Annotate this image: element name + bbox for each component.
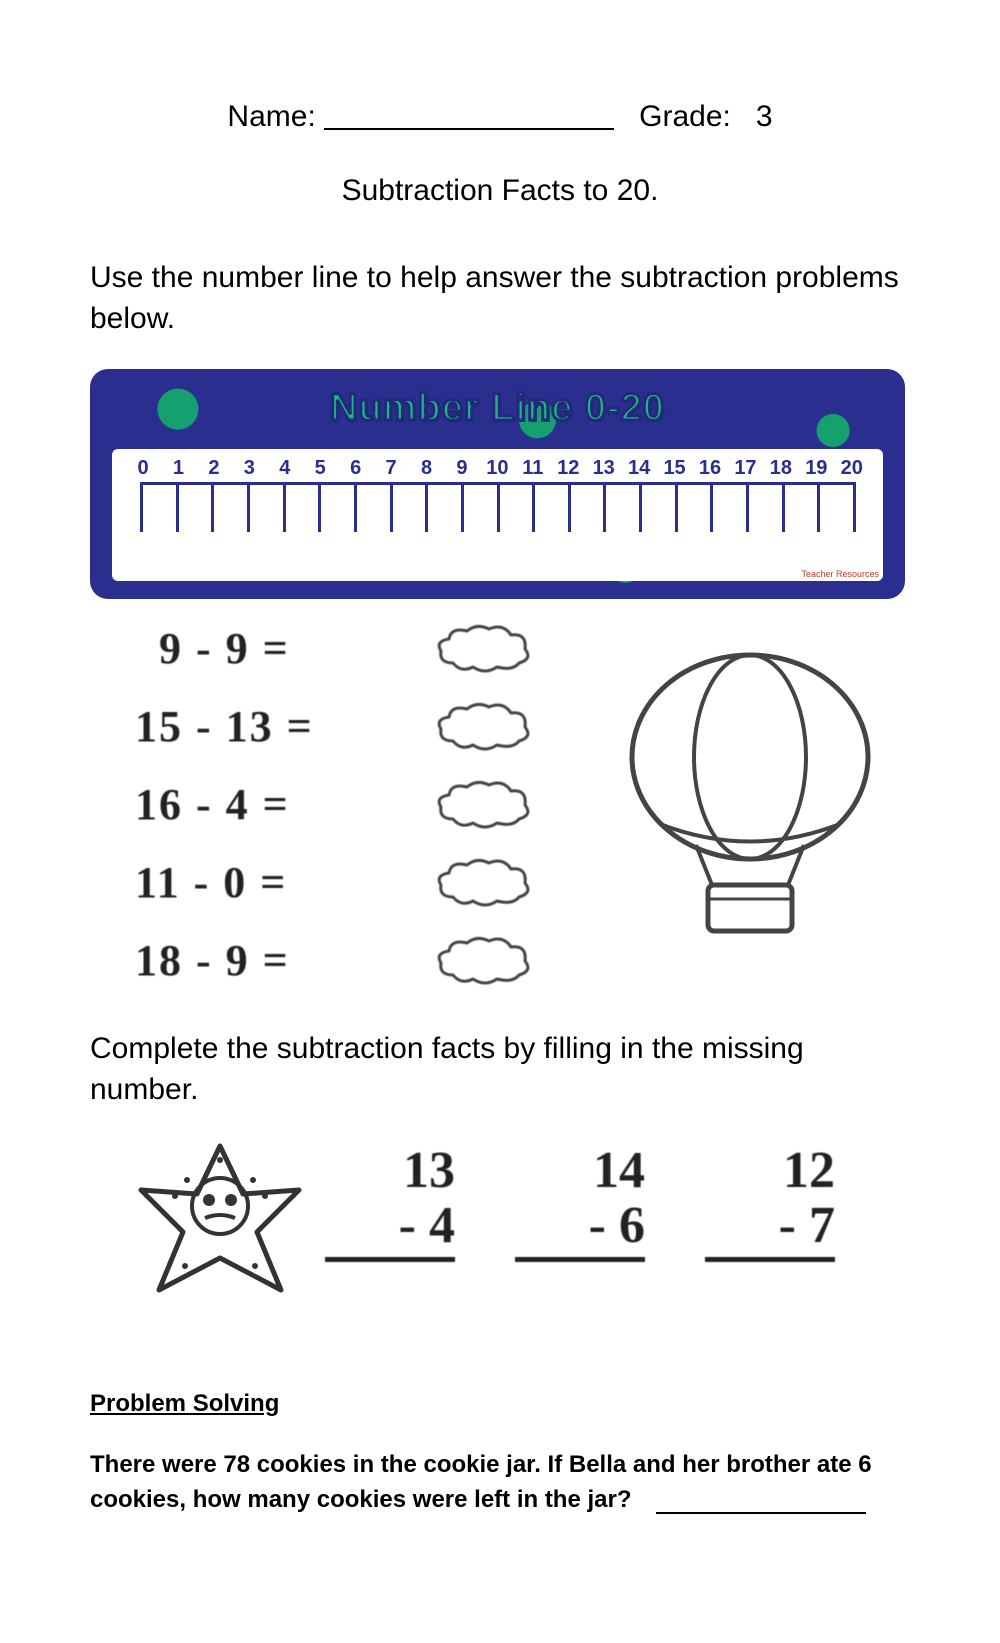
answer-cloud-icon[interactable] bbox=[433, 623, 533, 673]
equation-text: 11 - 0 = bbox=[135, 857, 425, 908]
starfish-icon bbox=[135, 1140, 305, 1300]
number-line-tick bbox=[639, 482, 642, 532]
number-line-tick bbox=[176, 482, 179, 532]
number-line-tick bbox=[140, 482, 143, 532]
number-line-label: 20 bbox=[839, 457, 865, 480]
equation-text: 18 - 9 = bbox=[135, 935, 425, 986]
number-line-label: 15 bbox=[662, 457, 688, 480]
number-line-tick bbox=[461, 482, 464, 532]
vertical-problems-row: 13- 4 14- 6 12- 7 bbox=[325, 1140, 835, 1262]
equation-text: 16 - 4 = bbox=[135, 779, 425, 830]
number-line-tick bbox=[817, 482, 820, 532]
number-line-tick bbox=[211, 482, 214, 532]
equation-row: 15 - 13 = bbox=[135, 687, 533, 765]
answer-cloud-icon[interactable] bbox=[433, 935, 533, 985]
vertical-problems-section: 13- 4 14- 6 12- 7 bbox=[90, 1140, 910, 1300]
problem-solving-blank[interactable] bbox=[656, 1512, 866, 1514]
number-line-label: 0 bbox=[130, 457, 156, 480]
number-line-title: Number Line 0-20 bbox=[90, 387, 905, 430]
number-line-label: 14 bbox=[626, 457, 652, 480]
header-line: Name: Grade: 3 bbox=[90, 100, 910, 134]
vertical-top: 14 bbox=[515, 1144, 645, 1199]
vertical-top: 13 bbox=[325, 1144, 455, 1199]
number-line-tick bbox=[710, 482, 713, 532]
number-line-label: 8 bbox=[414, 457, 440, 480]
answer-cloud-icon[interactable] bbox=[433, 857, 533, 907]
number-line-tick bbox=[354, 482, 357, 532]
vertical-top: 12 bbox=[705, 1144, 835, 1199]
number-line-tick bbox=[568, 482, 571, 532]
vertical-problem[interactable]: 12- 7 bbox=[705, 1144, 835, 1262]
problem-solving-body: There were 78 cookies in the cookie jar.… bbox=[90, 1448, 910, 1518]
number-line-label: 4 bbox=[272, 457, 298, 480]
vertical-problem[interactable]: 14- 6 bbox=[515, 1144, 645, 1262]
balloon-column bbox=[533, 609, 910, 939]
answer-cloud-icon[interactable] bbox=[433, 701, 533, 751]
name-label: Name: bbox=[227, 100, 315, 133]
problem-solving-text: There were 78 cookies in the cookie jar.… bbox=[90, 1451, 872, 1513]
problem-solving-heading: Problem Solving bbox=[90, 1390, 910, 1418]
section2-instructions: Complete the subtraction facts by fillin… bbox=[90, 1029, 910, 1110]
number-line-label: 19 bbox=[803, 457, 829, 480]
hot-air-balloon-icon bbox=[600, 649, 900, 939]
equations-column: 9 - 9 = 15 - 13 = 16 - 4 = 11 - 0 = 18 - 9 = bbox=[90, 609, 533, 999]
number-line-label: 17 bbox=[732, 457, 758, 480]
equation-row: 18 - 9 = bbox=[135, 921, 533, 999]
number-line-label: 13 bbox=[591, 457, 617, 480]
worksheet-title: Subtraction Facts to 20. bbox=[90, 174, 910, 208]
answer-cloud-icon[interactable] bbox=[433, 779, 533, 829]
equation-text: 9 - 9 = bbox=[135, 623, 425, 674]
name-blank[interactable] bbox=[324, 128, 614, 130]
number-line-tick bbox=[746, 482, 749, 532]
number-line-label: 2 bbox=[201, 457, 227, 480]
number-line-label: 3 bbox=[236, 457, 262, 480]
number-line-ruler bbox=[130, 482, 865, 540]
equation-row: 9 - 9 = bbox=[135, 609, 533, 687]
number-line-label: 12 bbox=[555, 457, 581, 480]
number-line-tick bbox=[675, 482, 678, 532]
grade-label: Grade: bbox=[639, 100, 731, 133]
number-line-label: 6 bbox=[343, 457, 369, 480]
vertical-bottom: - 6 bbox=[515, 1199, 645, 1263]
equations-section: 9 - 9 = 15 - 13 = 16 - 4 = 11 - 0 = 18 - 9 = bbox=[90, 609, 910, 999]
number-line-card: Number Line 0-20 01234567891011121314151… bbox=[90, 369, 905, 599]
number-line-tick bbox=[247, 482, 250, 532]
section1-instructions: Use the number line to help answer the s… bbox=[90, 258, 910, 339]
number-line-label: 11 bbox=[520, 457, 546, 480]
vertical-bottom: - 7 bbox=[705, 1199, 835, 1263]
number-line-tick bbox=[425, 482, 428, 532]
number-line-label: 1 bbox=[165, 457, 191, 480]
number-line-credit: Teacher Resources bbox=[801, 569, 879, 579]
number-line-label: 18 bbox=[768, 457, 794, 480]
number-line-strip: 01234567891011121314151617181920 Teacher… bbox=[112, 449, 883, 581]
number-line-labels: 01234567891011121314151617181920 bbox=[130, 457, 865, 480]
number-line-label: 5 bbox=[307, 457, 333, 480]
number-line-label: 10 bbox=[484, 457, 510, 480]
number-line-label: 9 bbox=[449, 457, 475, 480]
number-line-tick bbox=[532, 482, 535, 532]
equation-row: 11 - 0 = bbox=[135, 843, 533, 921]
number-line-tick bbox=[497, 482, 500, 532]
worksheet-page: Name: Grade: 3 Subtraction Facts to 20. … bbox=[0, 0, 1000, 1578]
number-line-tick bbox=[782, 482, 785, 532]
vertical-problem[interactable]: 13- 4 bbox=[325, 1144, 455, 1262]
number-line-label: 7 bbox=[378, 457, 404, 480]
number-line-tick bbox=[603, 482, 606, 532]
number-line-label: 16 bbox=[697, 457, 723, 480]
grade-value: 3 bbox=[756, 100, 773, 133]
equation-row: 16 - 4 = bbox=[135, 765, 533, 843]
equation-text: 15 - 13 = bbox=[135, 701, 425, 752]
vertical-bottom: - 4 bbox=[325, 1199, 455, 1263]
number-line-tick bbox=[283, 482, 286, 532]
number-line-tick bbox=[853, 482, 856, 532]
number-line-tick bbox=[318, 482, 321, 532]
number-line-tick bbox=[390, 482, 393, 532]
